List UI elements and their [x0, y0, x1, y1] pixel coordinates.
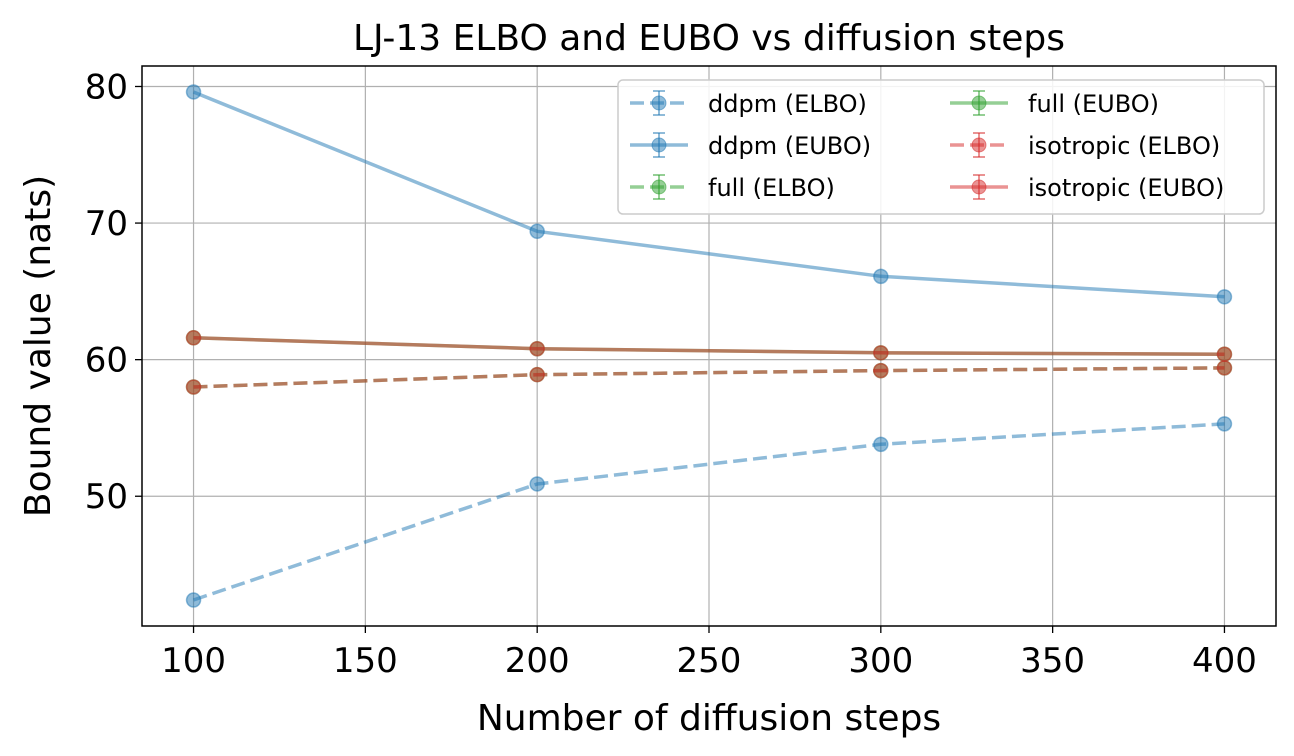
x-tick-label: 100 — [161, 641, 226, 681]
data-point — [529, 223, 545, 240]
x-axis-label: Number of diffusion steps — [477, 698, 941, 739]
data-point — [1216, 346, 1233, 362]
legend-label: ddpm (EUBO) — [708, 132, 871, 160]
series-line — [193, 366, 1225, 389]
legend-marker — [971, 95, 987, 111]
series-line — [192, 90, 1225, 299]
x-tick-label: 400 — [1192, 641, 1257, 681]
series-isotropic-eubo — [185, 330, 1233, 362]
data-point — [873, 345, 889, 361]
legend-entry: isotropic (EUBO) — [950, 174, 1224, 202]
x-tick-label: 150 — [333, 641, 398, 681]
y-tick-label: 80 — [85, 67, 128, 107]
chart-title: LJ-13 ELBO and EUBO vs diffusion steps — [353, 18, 1065, 59]
ticks: 100 150 200 250 300 350 400 50 60 70 80 — [85, 67, 1257, 681]
x-tick-label: 300 — [848, 641, 913, 681]
data-point — [529, 476, 545, 492]
series-ddpm-eubo — [185, 84, 1233, 305]
legend-label: isotropic (EUBO) — [1028, 174, 1224, 202]
y-tick-label: 60 — [85, 341, 128, 381]
series-group — [185, 84, 1233, 608]
data-point — [1216, 360, 1233, 376]
legend-entry: ddpm (ELBO) — [630, 90, 867, 118]
legend-marker — [651, 179, 667, 195]
data-point — [1216, 416, 1233, 432]
legend-entry: full (ELBO) — [630, 174, 835, 202]
data-point — [185, 84, 202, 100]
legend-marker — [971, 179, 987, 195]
legend-marker — [971, 137, 987, 153]
data-point — [185, 330, 202, 346]
legend-entry: isotropic (ELBO) — [950, 132, 1220, 160]
data-point — [529, 366, 545, 383]
data-point — [873, 362, 889, 379]
legend-box — [617, 79, 1265, 215]
legend-label: isotropic (ELBO) — [1028, 132, 1220, 160]
series-isotropic-elbo — [185, 360, 1233, 395]
data-point — [185, 379, 202, 395]
data-point — [873, 268, 889, 285]
data-point — [185, 592, 202, 608]
legend-entry: ddpm (EUBO) — [630, 132, 871, 160]
legend-label: ddpm (ELBO) — [708, 90, 867, 118]
legend-label: full (ELBO) — [708, 174, 835, 202]
series-line — [192, 422, 1225, 602]
data-point — [873, 436, 889, 453]
y-tick-label: 50 — [85, 477, 128, 517]
legend-label: full (EUBO) — [1028, 90, 1159, 118]
series-ddpm-elbo — [185, 416, 1233, 608]
data-point — [529, 340, 545, 357]
legend-marker — [651, 95, 667, 111]
x-tick-label: 350 — [1020, 641, 1085, 681]
x-tick-label: 250 — [677, 641, 742, 681]
legend-marker — [651, 137, 667, 153]
legend: ddpm (ELBO) ddpm (EUBO) full (ELBO) full (E… — [617, 79, 1265, 215]
legend-entry: full (EUBO) — [950, 90, 1159, 118]
y-axis-label: Bound value (nats) — [18, 175, 59, 517]
x-tick-label: 200 — [505, 641, 570, 681]
data-point — [1216, 289, 1233, 305]
series-line — [193, 336, 1225, 356]
y-tick-label: 70 — [85, 204, 128, 244]
